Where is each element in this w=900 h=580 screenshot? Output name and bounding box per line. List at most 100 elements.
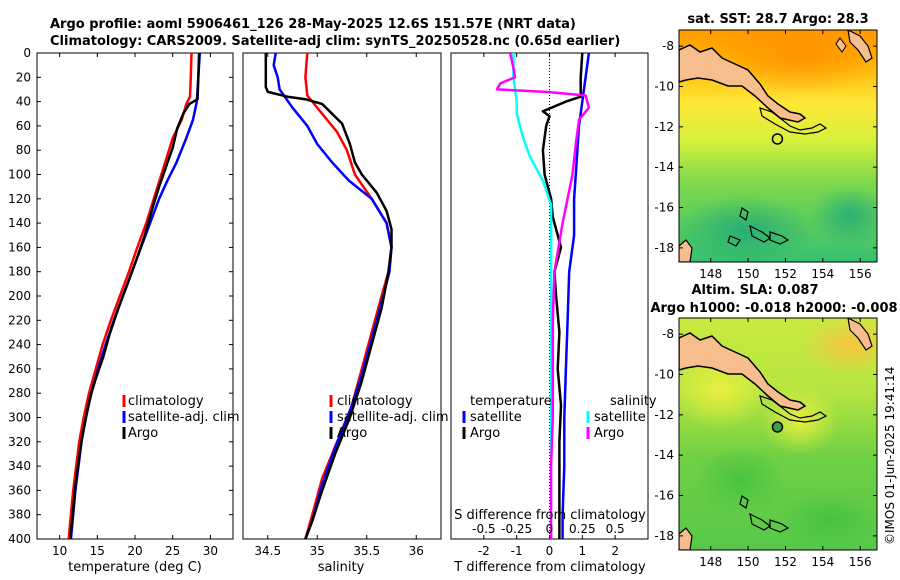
temperature-x-ticks: 10 15 20 25 30 [52,53,218,558]
series-line-salinity-satellite [512,53,553,539]
legend-title-salinity: salinity [610,394,657,409]
series-line-salinity-argo [495,53,591,539]
legend-label-climatology: climatology [128,394,204,409]
salinity-legend: climatology satellite-adj. clim Argo [329,394,449,441]
salinity-panel: 34.5 35 35.5 36 salinity climatology satell… [242,52,449,575]
sst-map-frame [678,29,878,263]
legend-label-argo: Argo [337,426,367,441]
legend-label-argo: Argo [128,426,158,441]
x-tick-label: 30 [203,544,218,558]
depth-tick-label: 360 [8,483,31,497]
sst-map-title: sat. SST: 28.7 Argo: 28.3 [687,12,868,27]
depth-tick-label: 240 [8,338,31,352]
legend-label-satellite: satellite-adj. clim [337,410,449,425]
lat-tick-label: -14 [654,448,674,462]
depth-tick-label: 160 [8,240,31,254]
depth-tick-label: 80 [16,143,31,157]
sla-map-frame [678,317,878,551]
depth-tick-label: 200 [8,289,31,303]
lon-tick-label: 156 [849,267,872,281]
x-tick-label: 20 [127,544,142,558]
depth-tick-label: 40 [16,95,31,109]
lon-tick-label: 150 [737,555,760,569]
salinity-axes-box [242,52,442,540]
depth-tick-label: 320 [8,435,31,449]
sla-argo-marker [771,421,784,433]
x-tick-label: 35.5 [353,544,380,558]
x-tick-label: 2 [611,544,619,558]
difference-panel: -2 -1 0 1 2 T difference from climatology S … [450,52,657,575]
depth-tick-label: 180 [8,265,31,279]
depth-tick-label: 120 [8,192,31,206]
x-tick-label: 34.5 [254,544,281,558]
depth-tick-label: 0 [23,46,31,60]
temperature-panel: 0204060801001201401601802002202402602803… [8,46,648,575]
x-tick-label: 15 [90,544,105,558]
depth-tick-label: 220 [8,313,31,327]
lat-tick-label: -8 [662,327,674,341]
lat-tick-label: -18 [654,241,674,255]
depth-tick-label: 280 [8,386,31,400]
series-line-temperature-argo [541,53,584,539]
series-line-argo [68,53,201,539]
sst-map: sat. SST: 28.7 Argo: 28.3 -8 -10 -12 -14 -16… [654,12,878,281]
sla-map-title-line1: Altim. SLA: 0.087 [692,283,819,298]
lon-tick-label: 154 [811,555,834,569]
legend-label-sal-satellite: satellite [594,410,646,425]
temperature-xlabel: temperature (deg C) [68,560,202,575]
lat-tick-label: -12 [654,408,674,422]
sst-lat-ticks: -8 -10 -12 -14 -16 -18 [654,39,877,255]
depth-tick-label: 140 [8,216,31,230]
s-difference-tick-label: 0 [546,522,554,536]
legend-label-temp-argo: Argo [470,426,500,441]
x-tick-label: -2 [478,544,490,558]
depth-tick-label: 60 [16,119,31,133]
temperature-legend: climatology satellite-adj. clim Argo [122,394,240,441]
salinity-xlabel: salinity [318,560,365,575]
lat-tick-label: -16 [654,201,674,215]
series-line-argo [264,53,393,539]
lon-tick-label: 154 [811,267,834,281]
x-tick-label: 10 [52,544,67,558]
sla-landmass [679,332,807,411]
depth-tick-label: 20 [16,70,31,84]
x-tick-label: -1 [511,544,523,558]
lat-tick-label: -18 [654,529,674,543]
x-tick-label: 25 [165,544,180,558]
lon-tick-label: 148 [699,267,722,281]
difference-xlabel: T difference from climatology [453,560,646,575]
depth-tick-labels: 0 20 40 60 80 100 120 140 160 180 200 220 240 260 280 3… [8,46,648,546]
salinity-x-ticks: 34.5 35 35.5 36 [254,53,424,558]
lat-tick-label: -14 [654,160,674,174]
s-difference-label: S difference from climatology [454,508,646,523]
s-difference-tick-label: -0.25 [501,522,532,536]
sst-field [679,30,877,262]
series-line-temperature-satellite [561,53,591,539]
x-tick-label: 35 [310,544,325,558]
s-difference-tick-label: -0.5 [472,522,495,536]
figure-title-line1: Argo profile: aoml 5906461_126 28-May-20… [50,17,576,32]
depth-tick-label: 380 [8,508,31,522]
sla-lon-ticks: 148 150 152 154 156 [699,318,872,569]
lon-tick-label: 152 [774,555,797,569]
legend-label-temp-satellite: satellite [470,410,522,425]
sla-field [679,318,877,550]
s-difference-tick-labels: -0.5 -0.25 0 0.25 0.5 [472,522,625,536]
x-tick-label: 1 [579,544,587,558]
lon-tick-label: 156 [849,555,872,569]
sla-lat-ticks: -8 -10 -12 -14 -16 -18 [654,327,877,543]
temperature-axes-box [36,52,234,540]
lat-tick-label: -8 [662,39,674,53]
imos-timestamp: ©IMOS 01-Jun-2025 19:41:14 [883,367,897,545]
sla-map: Altim. SLA: 0.087 Argo h1000: -0.018 h20… [650,283,897,569]
depth-tick-label: 260 [8,362,31,376]
lat-tick-label: -16 [654,489,674,503]
sla-map-title-line2: Argo h1000: -0.018 h2000: -0.008 [650,301,897,316]
s-difference-tick-label: 0.25 [569,522,596,536]
salinity-lines [264,53,393,539]
lat-tick-label: -10 [654,79,674,93]
difference-lines [495,53,591,539]
legend-label-climatology: climatology [337,394,413,409]
sst-lon-ticks: 148 150 152 154 156 [699,30,872,281]
